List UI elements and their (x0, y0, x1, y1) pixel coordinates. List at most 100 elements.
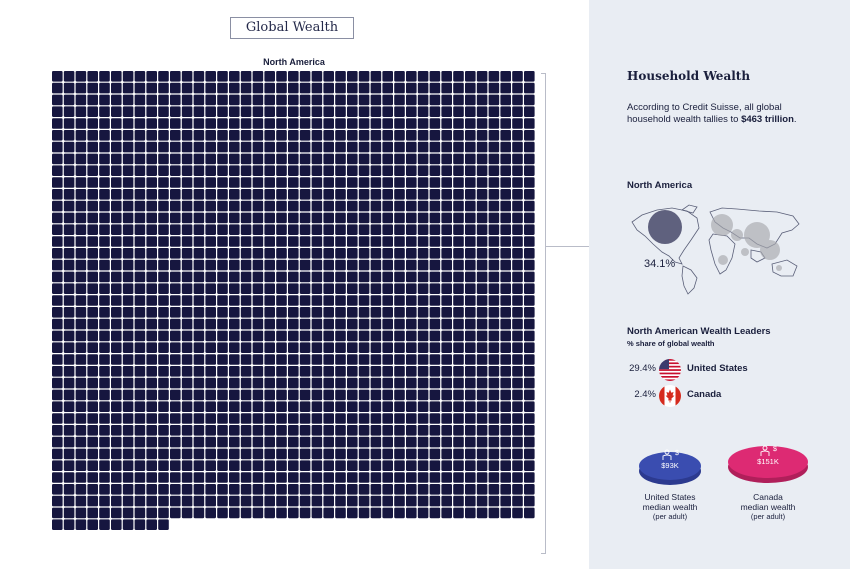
waffle-cell (181, 330, 193, 342)
waffle-cell (193, 507, 205, 519)
waffle-cell (288, 460, 299, 471)
waffle-cell (217, 271, 228, 283)
waffle-cell (382, 130, 393, 141)
us-median-value: $93K (661, 461, 679, 470)
waffle-cell (52, 413, 63, 424)
waffle-cell (453, 118, 464, 129)
waffle-cell (335, 283, 346, 294)
waffle-cell (382, 342, 393, 353)
waffle-cell (500, 118, 511, 129)
waffle-cell (465, 460, 476, 471)
waffle-cell (87, 389, 98, 401)
waffle-cell (524, 177, 535, 188)
waffle-cell (276, 200, 287, 212)
waffle-cell (429, 189, 441, 200)
waffle-cell (276, 330, 287, 342)
waffle-cell (170, 106, 181, 117)
total-wealth: $463 trillion (741, 114, 794, 125)
waffle-cell (370, 507, 382, 519)
waffle-cell (358, 106, 370, 117)
waffle-cell (63, 236, 75, 247)
waffle-cell (441, 106, 452, 117)
waffle-cell (217, 472, 228, 483)
waffle-cell (229, 177, 240, 188)
waffle-cell (134, 484, 146, 495)
waffle-cell (75, 118, 87, 129)
waffle-cell (453, 318, 464, 330)
waffle-cell (512, 236, 523, 247)
waffle-cell (370, 377, 382, 389)
waffle-cell (111, 389, 122, 401)
waffle-cell (87, 366, 98, 377)
waffle-cell (205, 425, 216, 436)
waffle-cell (394, 318, 405, 330)
waffle-cell (335, 495, 346, 507)
canada-median-caption: Canada median wealth (per adult) (740, 492, 796, 521)
waffle-cell (453, 448, 464, 460)
waffle-cell (122, 366, 134, 377)
waffle-cell (264, 141, 275, 153)
waffle-cell (488, 448, 500, 460)
waffle-cell (134, 436, 146, 448)
waffle-cell (417, 448, 429, 460)
waffle-cell (417, 224, 429, 235)
waffle-cell (240, 177, 252, 188)
waffle-cell (453, 177, 464, 188)
waffle-cell (406, 236, 417, 247)
waffle-cell (417, 165, 429, 176)
waffle-cell (193, 106, 205, 117)
waffle-cell (417, 236, 429, 247)
waffle-cell (465, 130, 476, 141)
waffle-cell (347, 200, 358, 212)
waffle-cell (311, 295, 323, 306)
waffle-cell (323, 189, 334, 200)
waffle-cell (75, 377, 87, 389)
waffle-cell (488, 283, 500, 294)
waffle-cell (311, 82, 323, 94)
waffle-cell (299, 307, 311, 318)
waffle-cell (134, 71, 146, 82)
waffle-cell (358, 354, 370, 365)
waffle-cell (122, 106, 134, 117)
waffle-cell (158, 330, 169, 342)
waffle-cell (52, 330, 63, 342)
waffle-cell (299, 177, 311, 188)
waffle-cell (512, 507, 523, 519)
waffle-cell (99, 519, 110, 530)
waffle-cell (252, 71, 264, 82)
waffle-cell (476, 224, 488, 235)
waffle-cell (524, 318, 535, 330)
waffle-cell (205, 153, 216, 165)
waffle-cell (134, 189, 146, 200)
waffle-cell (87, 377, 98, 389)
waffle-cell (335, 330, 346, 342)
waffle-cell (323, 71, 334, 82)
waffle-cell (240, 507, 252, 519)
waffle-cell (299, 318, 311, 330)
waffle-cell (146, 295, 157, 306)
waffle-cell (417, 318, 429, 330)
waffle-cell (417, 377, 429, 389)
waffle-cell (52, 82, 63, 94)
waffle-cell (465, 389, 476, 401)
waffle-cell (441, 236, 452, 247)
waffle-cell (181, 318, 193, 330)
waffle-cell (394, 165, 405, 176)
waffle-cell (288, 318, 299, 330)
waffle-cell (347, 330, 358, 342)
waffle-cell (406, 366, 417, 377)
waffle-cell (99, 106, 110, 117)
waffle-cell (370, 118, 382, 129)
waffle-cell (441, 200, 452, 212)
waffle-cell (323, 389, 334, 401)
waffle-cell (476, 389, 488, 401)
waffle-cell (358, 484, 370, 495)
waffle-cell (122, 271, 134, 283)
waffle-cell (99, 236, 110, 247)
leader-row-canada: 2.4% Canada (627, 385, 827, 407)
waffle-cell (122, 295, 134, 306)
waffle-cell (111, 342, 122, 353)
waffle-cell (370, 224, 382, 235)
waffle-cell (382, 295, 393, 306)
waffle-cell (441, 295, 452, 306)
